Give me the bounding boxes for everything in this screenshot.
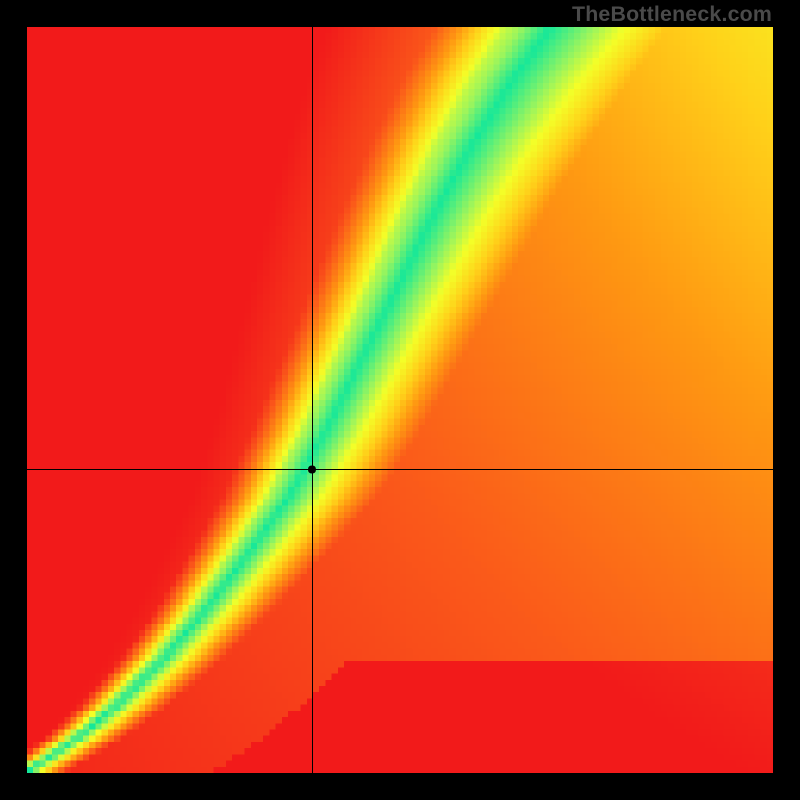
watermark-text: TheBottleneck.com: [572, 2, 772, 27]
figure-root: TheBottleneck.com: [0, 0, 800, 800]
overlay-canvas: [27, 27, 773, 773]
